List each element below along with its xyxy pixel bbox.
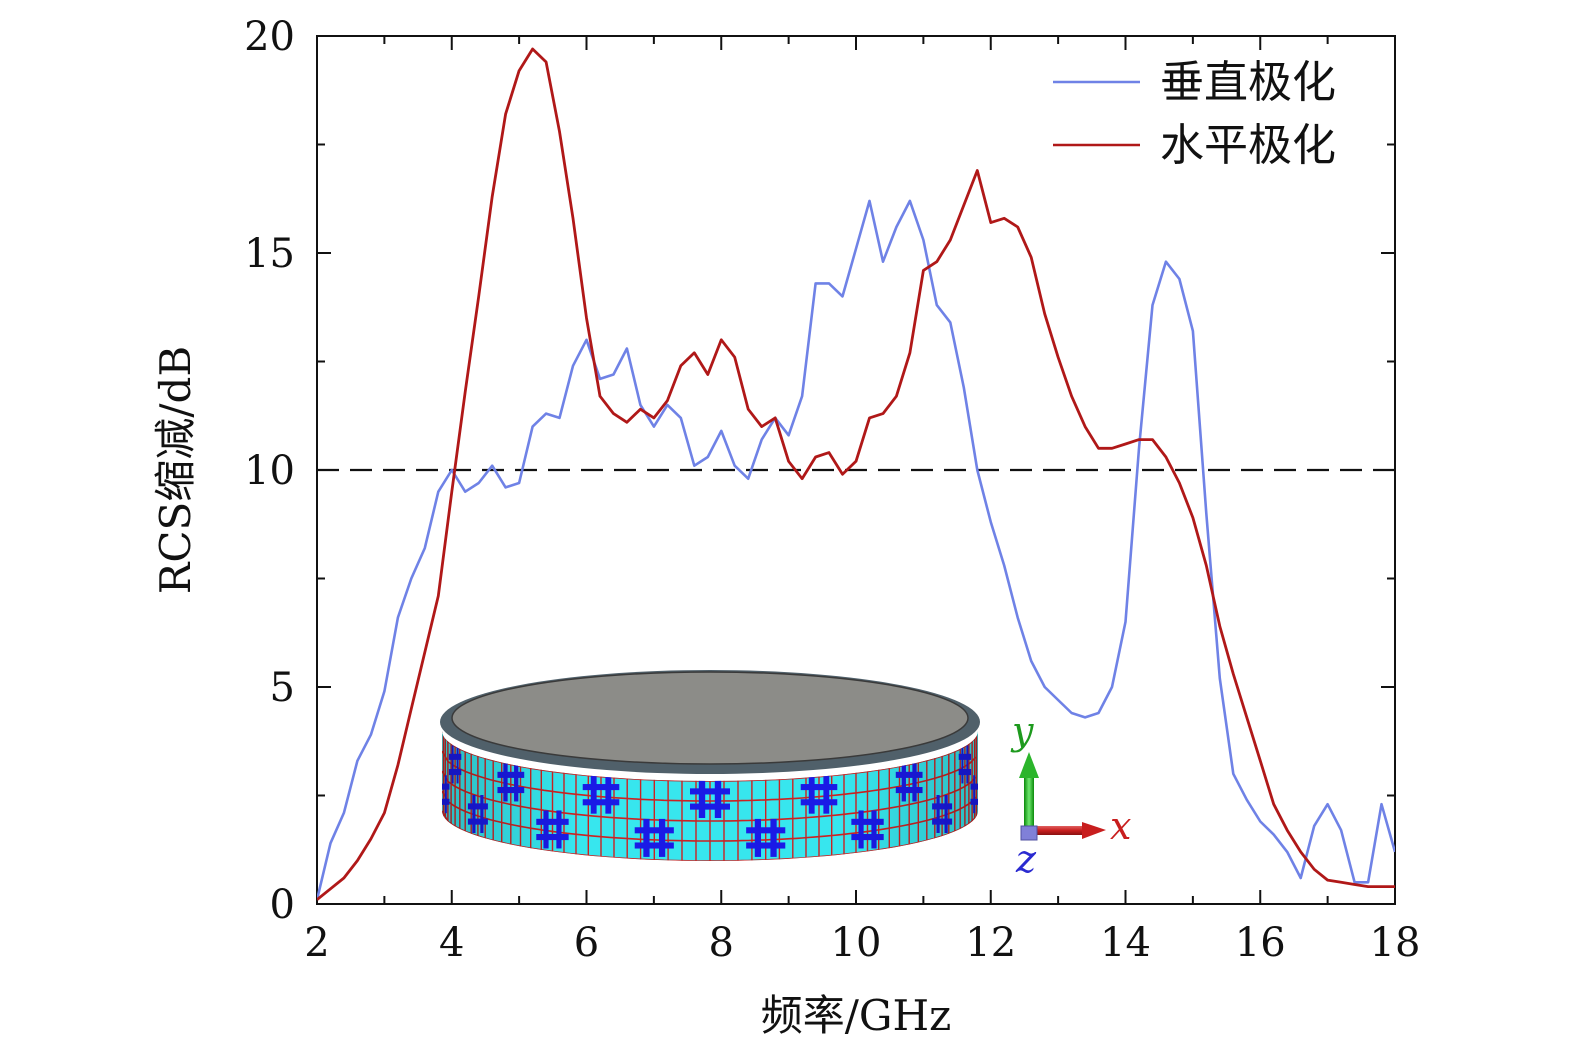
series-layer [317, 47, 1395, 901]
axis-letter-z: z [1015, 837, 1037, 881]
y-tick-label: 10 [244, 448, 295, 494]
legend: 垂直极化 水平极化 [1053, 57, 1336, 171]
y-axis-arrow-shaft [1024, 770, 1034, 830]
z-axis-marker [1020, 825, 1038, 841]
x-tick-label: 14 [1100, 920, 1151, 966]
x-tick-label: 18 [1370, 920, 1421, 966]
series-vertical-polarization [317, 199, 1395, 901]
x-axis-arrow-shaft [1030, 826, 1086, 835]
y-axis-arrowhead [1019, 752, 1039, 778]
cylinder-top-face [451, 671, 969, 765]
x-tick-label: 2 [304, 920, 329, 966]
coordinate-axes-icon: y x z [1010, 709, 1131, 881]
y-axis-title: RCS缩减/dB [151, 346, 200, 594]
x-tick-label: 16 [1235, 920, 1286, 966]
cylinder-side-shading [442, 731, 978, 861]
x-axis-title: 频率/GHz [761, 991, 951, 1040]
legend-label-vertical: 垂直极化 [1160, 57, 1336, 108]
x-tick-label: 8 [709, 920, 734, 966]
x-tick-label: 12 [965, 920, 1016, 966]
series-horizontal-polarization [317, 47, 1395, 901]
y-tick-label: 0 [270, 882, 295, 928]
x-axis-arrowhead [1082, 822, 1106, 839]
inset-cylinder-model [440, 670, 980, 861]
x-tick-label: 4 [439, 920, 464, 966]
legend-label-horizontal: 水平极化 [1160, 120, 1336, 171]
axis-letter-x: x [1110, 804, 1131, 848]
x-tick-label: 6 [574, 920, 599, 966]
axis-letter-y: y [1010, 709, 1034, 753]
y-tick-label: 5 [270, 665, 295, 711]
y-tick-label: 15 [244, 231, 295, 277]
ticks-layer: 2 4 6 8 10 12 14 16 18 0 5 10 15 20 [244, 14, 1420, 966]
y-tick-label: 20 [244, 14, 295, 60]
x-tick-label: 10 [831, 920, 882, 966]
